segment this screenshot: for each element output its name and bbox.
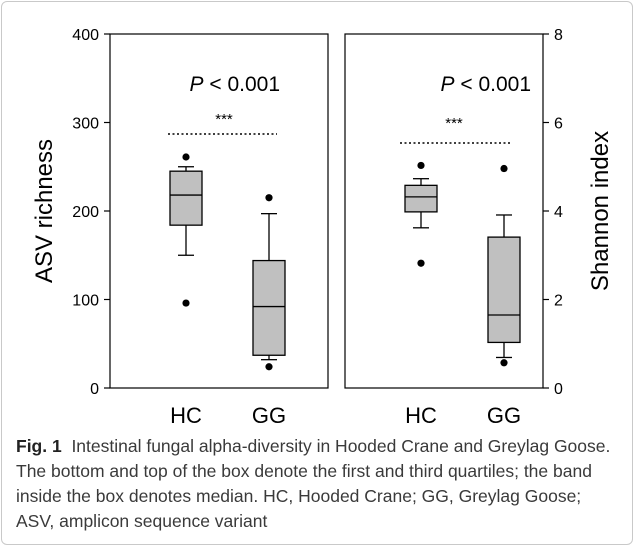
outlier-point bbox=[182, 299, 190, 307]
shannon-significance-stars: *** bbox=[445, 115, 463, 132]
outlier-point bbox=[500, 359, 508, 367]
figure-caption: Fig. 1 Intestinal fungal alpha-diversity… bbox=[16, 434, 622, 534]
box-gg bbox=[252, 194, 286, 371]
y-tick-label: 400 bbox=[72, 27, 99, 44]
shannon-y-axis-label: Shannon index bbox=[587, 131, 614, 291]
caption-text: Intestinal fungal alpha-diversity in Hoo… bbox=[16, 436, 611, 531]
outlier-point bbox=[265, 194, 273, 202]
richness-p-value: P < 0.001 bbox=[190, 73, 281, 96]
x-category-label: HC bbox=[405, 403, 437, 428]
iqr-box bbox=[404, 184, 438, 213]
richness-y-ticks: 0 100 200 300 400 bbox=[72, 27, 110, 398]
richness-panel: ASV richness P < 0.001 *** 0 100 200 300 400 bbox=[31, 27, 329, 398]
box-gg bbox=[487, 164, 521, 367]
x-category-labels: HC GG HC GG bbox=[170, 403, 521, 428]
y-tick-label: 0 bbox=[554, 381, 563, 398]
x-category-label: GG bbox=[487, 403, 521, 428]
outlier-point bbox=[182, 153, 190, 161]
shannon-p-symbol: P bbox=[441, 73, 455, 96]
outlier-point bbox=[500, 164, 508, 173]
y-tick-label: 300 bbox=[72, 116, 99, 133]
richness-p-text: < 0.001 bbox=[204, 73, 280, 96]
iqr-box bbox=[252, 259, 286, 356]
x-category-label: GG bbox=[252, 403, 286, 428]
richness-p-symbol: P bbox=[190, 73, 204, 96]
y-tick-label: 6 bbox=[554, 116, 563, 133]
y-tick-label: 200 bbox=[72, 204, 99, 221]
outlier-point bbox=[265, 363, 273, 371]
outlier-point bbox=[417, 161, 425, 170]
shannon-y-ticks: 0 2 4 6 8 bbox=[543, 27, 563, 398]
box-hc bbox=[404, 161, 438, 267]
iqr-box bbox=[169, 170, 203, 226]
y-tick-label: 2 bbox=[554, 293, 563, 310]
shannon-panel: Shannon index P < 0.001 *** 0 2 4 6 8 bbox=[344, 27, 614, 398]
outlier-point bbox=[417, 259, 425, 267]
richness-significance-stars: *** bbox=[215, 111, 233, 128]
y-tick-label: 0 bbox=[90, 381, 99, 398]
y-tick-label: 100 bbox=[72, 293, 99, 310]
richness-y-axis-label: ASV richness bbox=[31, 139, 58, 283]
caption-label: Fig. 1 bbox=[16, 436, 62, 456]
iqr-box bbox=[487, 236, 521, 344]
box-hc bbox=[169, 153, 203, 307]
shannon-p-text: < 0.001 bbox=[455, 73, 531, 96]
richness-boxes bbox=[169, 153, 286, 371]
y-tick-label: 4 bbox=[554, 204, 563, 221]
y-tick-label: 8 bbox=[554, 27, 563, 44]
x-category-label: HC bbox=[170, 403, 202, 428]
shannon-boxes bbox=[404, 161, 521, 367]
shannon-p-value: P < 0.001 bbox=[441, 73, 532, 96]
